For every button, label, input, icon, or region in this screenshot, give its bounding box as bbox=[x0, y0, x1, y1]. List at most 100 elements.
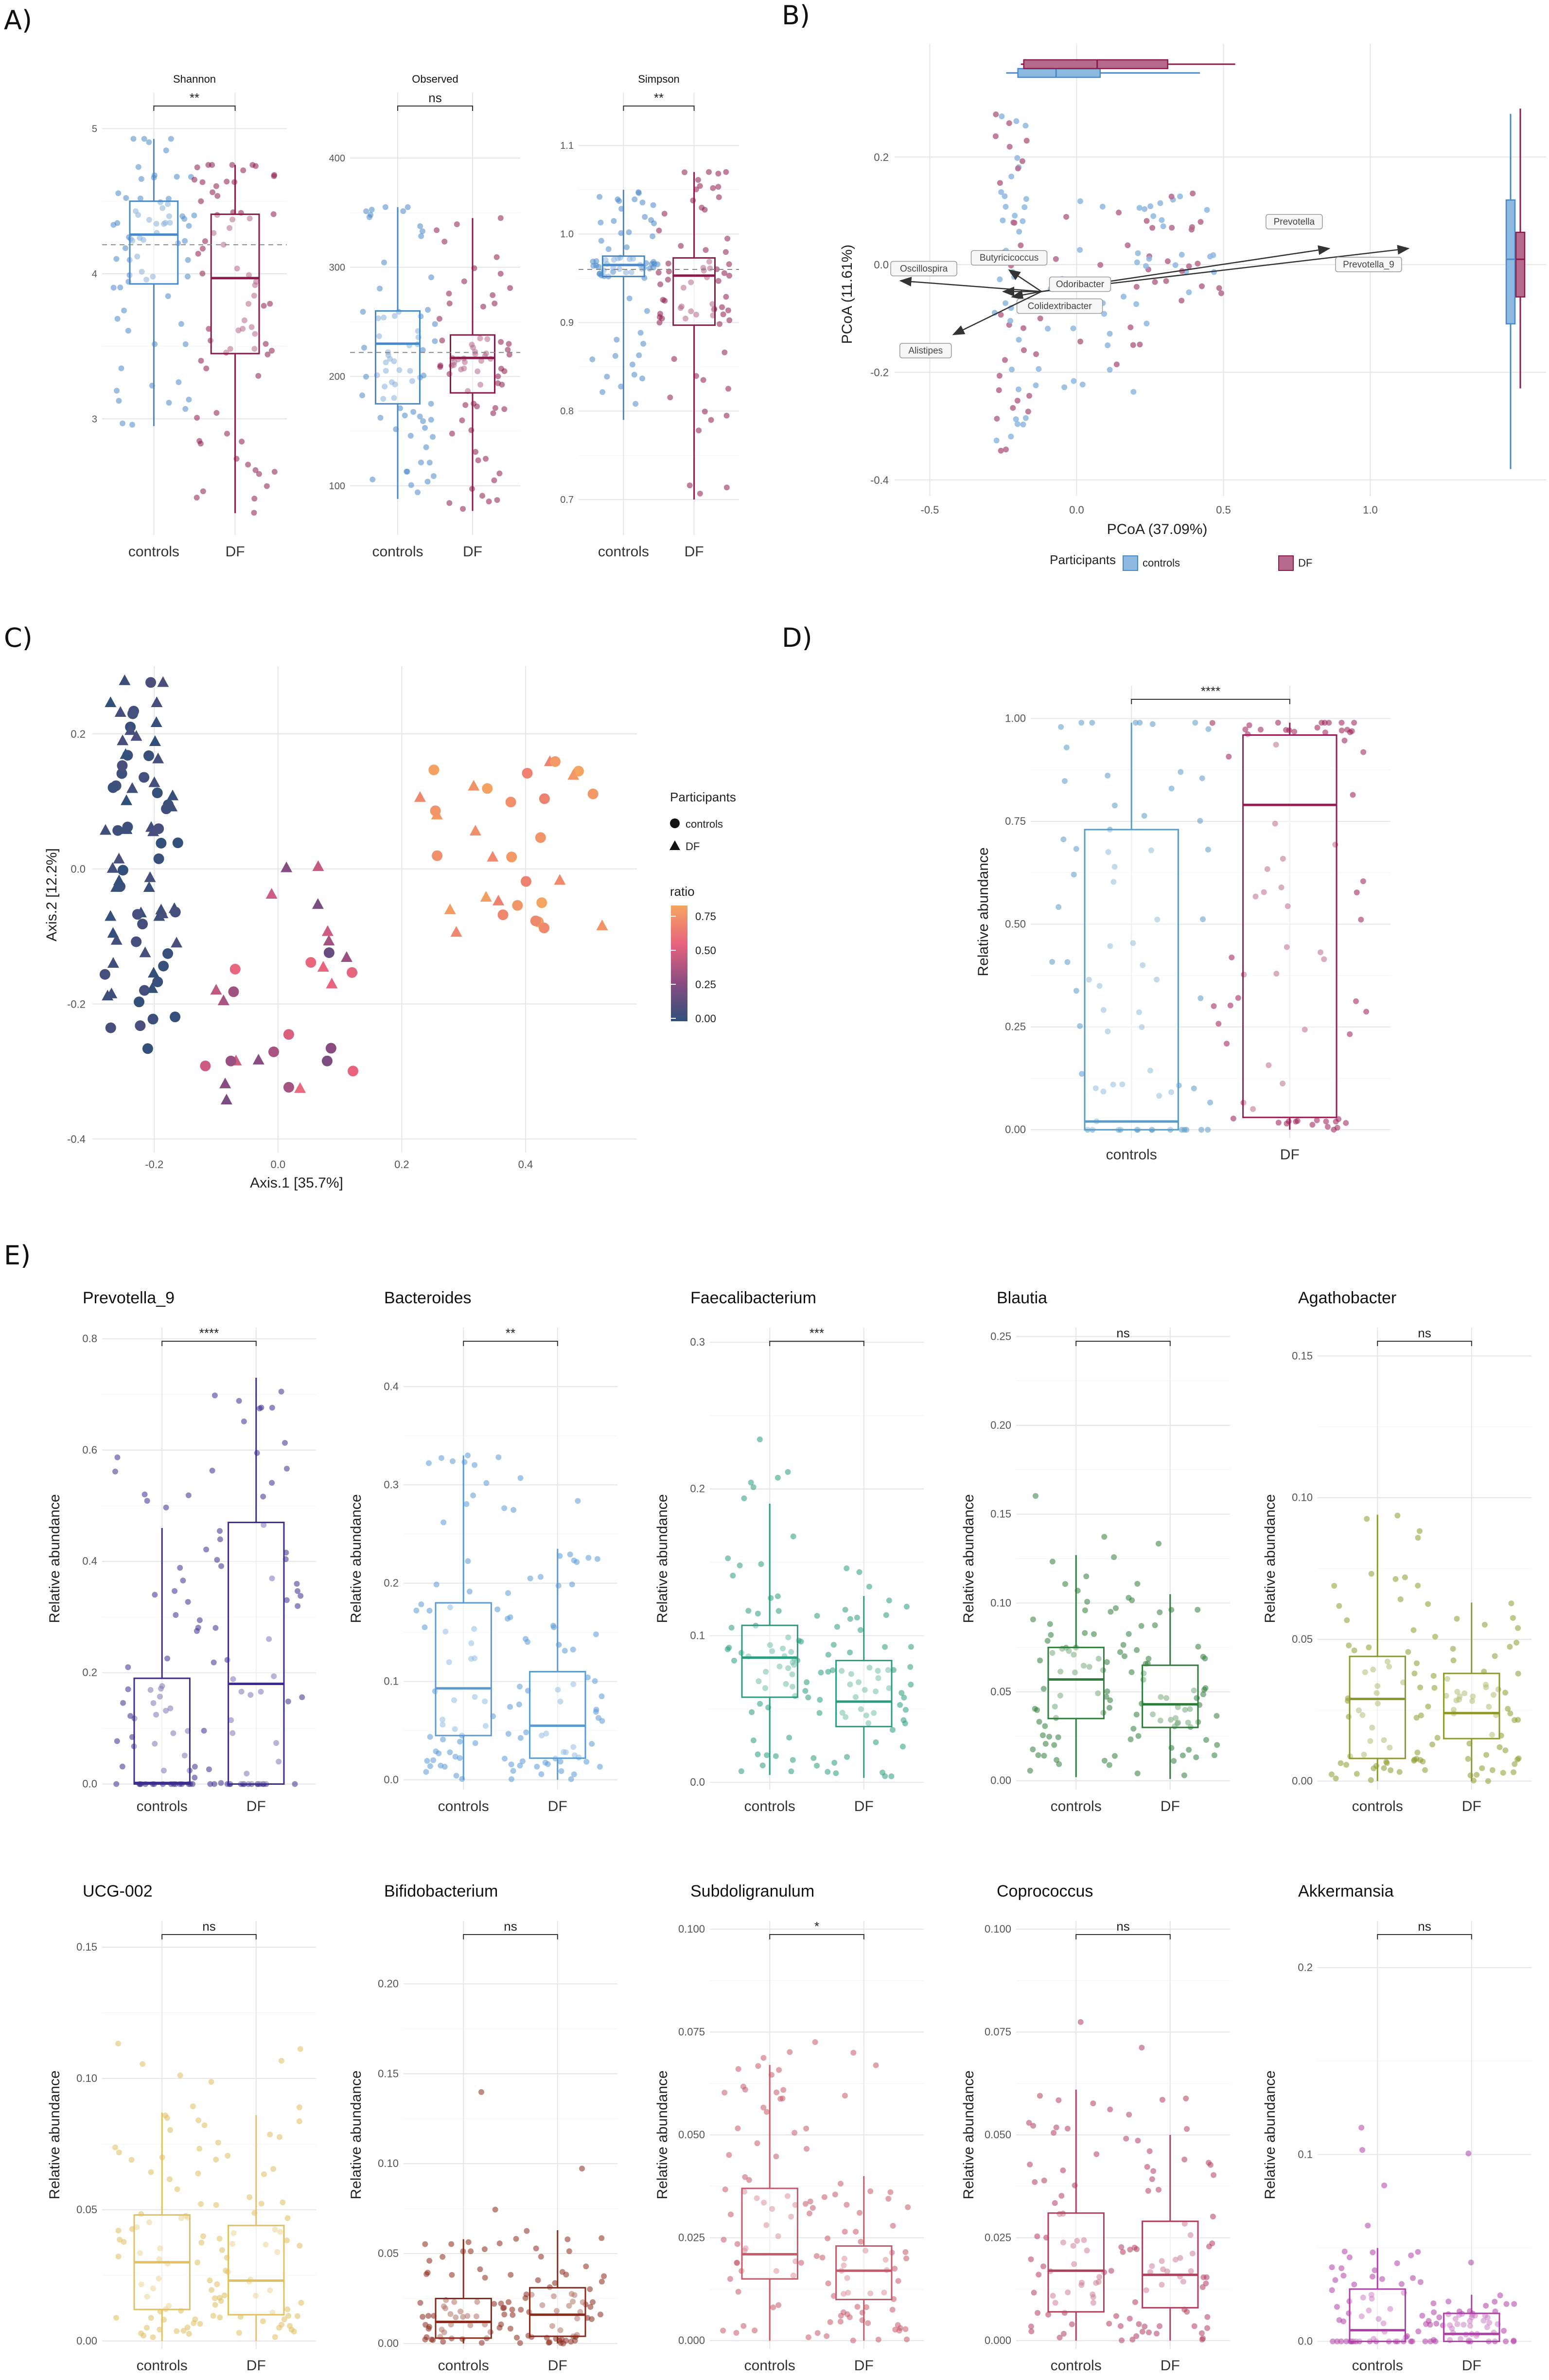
data-point bbox=[152, 1741, 158, 1747]
data-point bbox=[185, 257, 191, 263]
box bbox=[741, 1624, 798, 1698]
legend-symbol-controls bbox=[670, 818, 680, 828]
data-point bbox=[1419, 2312, 1426, 2319]
data-point bbox=[122, 245, 128, 251]
data-point bbox=[742, 2174, 748, 2180]
data-point bbox=[486, 498, 492, 505]
data-point bbox=[163, 1707, 169, 1714]
y-tick-label: 3 bbox=[92, 414, 97, 425]
data-point bbox=[1184, 2126, 1190, 2132]
y-tick-label: 0.7 bbox=[560, 495, 574, 505]
data-point bbox=[198, 2201, 204, 2207]
data-point bbox=[1201, 1687, 1207, 1693]
data-point bbox=[391, 313, 398, 319]
data-point bbox=[598, 238, 604, 244]
data-point bbox=[1450, 1646, 1456, 1652]
data-point bbox=[446, 1659, 452, 1665]
data-point bbox=[1149, 2176, 1155, 2182]
data-point bbox=[847, 1649, 853, 1655]
data-point bbox=[1341, 2248, 1348, 2255]
data-point bbox=[735, 2066, 741, 2072]
data-point bbox=[218, 1563, 225, 1569]
data-point bbox=[492, 2206, 498, 2213]
significance-bracket bbox=[1131, 699, 1290, 704]
data-point-controls bbox=[147, 1013, 158, 1025]
y-tick-label: 1.1 bbox=[560, 141, 574, 151]
data-point bbox=[158, 1686, 164, 1692]
data-point bbox=[130, 136, 137, 142]
data-point bbox=[1187, 1706, 1193, 1712]
data-point bbox=[788, 1649, 794, 1655]
data-point bbox=[1048, 1632, 1054, 1638]
data-point bbox=[774, 1474, 781, 1481]
data-point bbox=[1157, 1717, 1163, 1723]
data-point bbox=[721, 2237, 727, 2243]
data-point bbox=[252, 467, 259, 473]
data-point bbox=[1058, 2193, 1065, 2199]
data-point bbox=[424, 479, 431, 485]
data-point bbox=[749, 1709, 755, 1715]
category-label: controls bbox=[1106, 1147, 1157, 1163]
y-axis-label: Relative abundance bbox=[1262, 2070, 1278, 2199]
data-point-controls bbox=[228, 986, 239, 997]
data-point bbox=[1130, 1725, 1137, 1732]
data-point-controls bbox=[229, 963, 241, 975]
data-point bbox=[730, 1572, 736, 1579]
box bbox=[1349, 1655, 1406, 1759]
legend-title: Participants bbox=[670, 790, 736, 804]
data-point bbox=[1458, 2336, 1464, 2342]
data-point bbox=[276, 2134, 282, 2140]
data-point bbox=[723, 169, 729, 175]
data-point bbox=[209, 2287, 215, 2293]
data-point bbox=[495, 380, 501, 386]
data-point bbox=[504, 1616, 510, 1622]
data-point bbox=[453, 2314, 459, 2321]
data-point bbox=[775, 2302, 782, 2309]
data-point bbox=[680, 284, 686, 291]
arrow-label-box bbox=[970, 250, 1048, 266]
data-point bbox=[449, 2272, 455, 2278]
data-point bbox=[1465, 2150, 1472, 2157]
data-point-controls bbox=[142, 1043, 153, 1054]
data-point bbox=[844, 2275, 850, 2281]
data-point bbox=[745, 1608, 752, 1614]
data-point bbox=[546, 2339, 553, 2345]
data-point bbox=[1060, 2330, 1067, 2337]
data-point bbox=[498, 366, 504, 372]
data-point bbox=[1450, 1706, 1457, 1713]
data-point bbox=[1367, 1738, 1373, 1744]
data-point bbox=[597, 1763, 603, 1770]
y-tick-label: 0.15 bbox=[990, 1508, 1011, 1520]
data-point bbox=[295, 1603, 301, 1609]
data-point bbox=[908, 1681, 914, 1687]
data-point bbox=[1185, 1720, 1191, 1726]
data-point bbox=[1229, 954, 1235, 960]
data-point bbox=[1040, 1686, 1047, 1692]
data-point bbox=[129, 422, 136, 428]
data-point bbox=[1116, 210, 1122, 216]
data-point bbox=[738, 1768, 744, 1775]
significance-label: ** bbox=[190, 90, 199, 105]
y-axis-label: Relative abundance bbox=[654, 2070, 670, 2199]
data-point-controls bbox=[428, 764, 440, 776]
data-point bbox=[505, 1590, 511, 1596]
data-point-controls bbox=[497, 909, 509, 921]
data-point bbox=[1095, 1655, 1102, 1662]
data-point bbox=[267, 2287, 273, 2293]
data-point bbox=[802, 1688, 809, 1694]
chart-title: Coprococcus bbox=[997, 1882, 1093, 1900]
data-point bbox=[1334, 2304, 1340, 2310]
data-point bbox=[717, 321, 723, 327]
data-point bbox=[1358, 916, 1364, 923]
data-point bbox=[229, 1730, 236, 1736]
chart-title: Bifidobacterium bbox=[384, 1882, 498, 1900]
data-point bbox=[245, 462, 251, 468]
data-point bbox=[1485, 1778, 1491, 1784]
chart-title: Akkermansia bbox=[1298, 1882, 1394, 1900]
y-tick-label: 0.2 bbox=[690, 1483, 705, 1495]
data-point bbox=[902, 2326, 909, 2332]
y-axis-label: Relative abundance bbox=[961, 2070, 977, 2199]
y-tick-label: 0.10 bbox=[990, 1597, 1011, 1609]
data-point bbox=[596, 264, 602, 270]
